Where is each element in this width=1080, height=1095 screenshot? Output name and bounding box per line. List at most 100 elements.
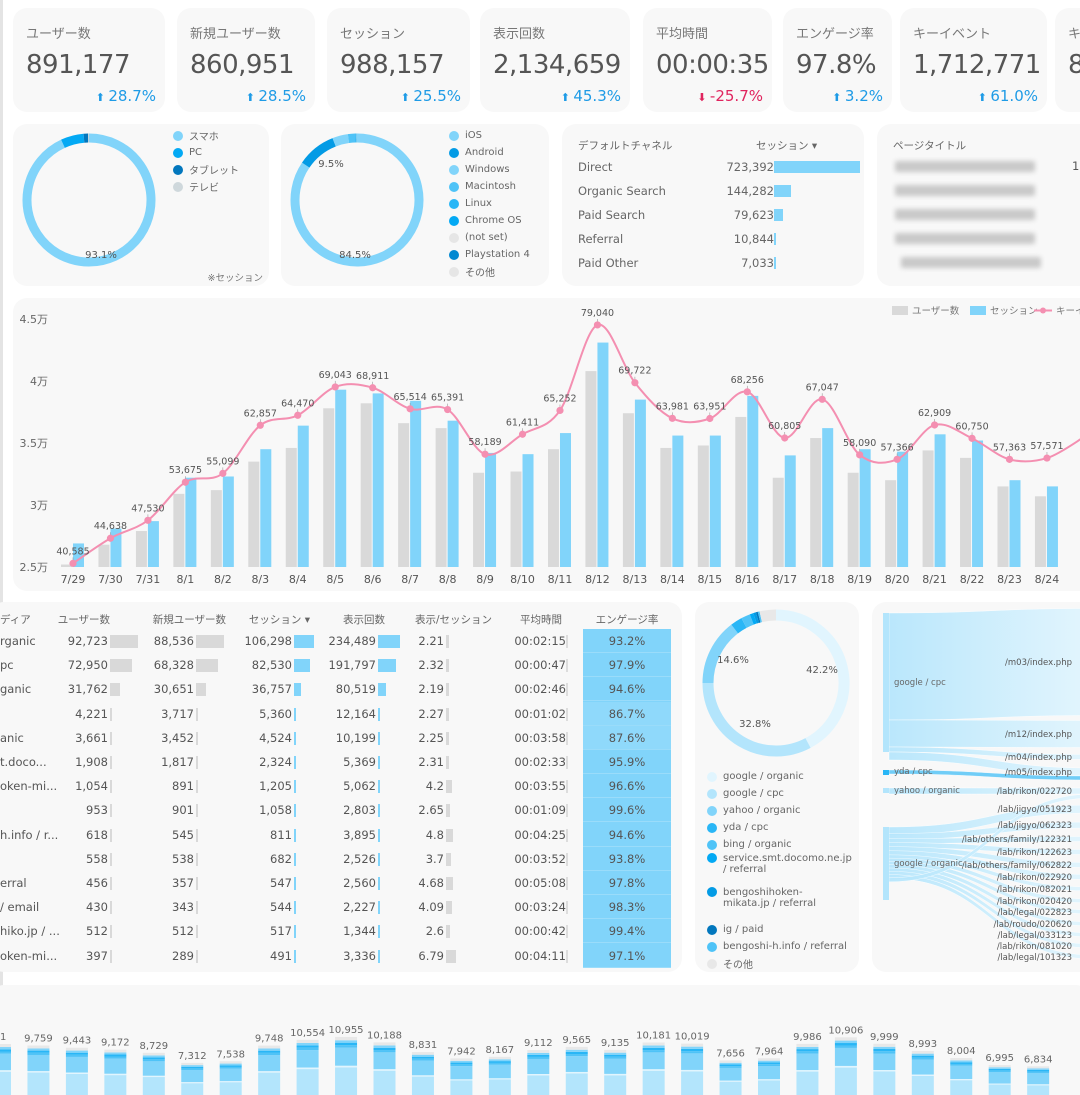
stacked-bar-segment[interactable] [873, 1047, 895, 1049]
stacked-bar-segment[interactable] [1027, 1070, 1049, 1072]
stacked-bar-segment[interactable] [412, 1055, 434, 1057]
stacked-bar-segment[interactable] [796, 1047, 818, 1049]
stacked-bar-segment[interactable] [181, 1068, 203, 1070]
stacked-bar-segment[interactable] [104, 1059, 126, 1074]
stacked-bar-segment[interactable] [412, 1059, 434, 1061]
legend-item[interactable]: bing / organic [707, 836, 847, 853]
stacked-bar-segment[interactable] [220, 1069, 242, 1081]
key-events-point[interactable] [968, 435, 975, 442]
legend-item[interactable]: Macintosh [449, 178, 530, 195]
stacked-bar-segment[interactable] [873, 1070, 895, 1071]
stacked-bar-segment[interactable] [335, 1037, 357, 1040]
sessions-bar[interactable] [672, 436, 683, 567]
legend-item[interactable]: google / organic [707, 768, 847, 785]
key-events-point[interactable] [706, 415, 713, 422]
stacked-bar[interactable] [873, 1044, 895, 1095]
stacked-bar-segment[interactable] [258, 1046, 280, 1049]
users-bar[interactable] [473, 473, 484, 567]
stacked-bar-segment[interactable] [66, 1053, 88, 1055]
sessions-bar[interactable] [260, 449, 271, 567]
stacked-bar-segment[interactable] [489, 1061, 511, 1063]
stacked-bar-segment[interactable] [412, 1061, 434, 1076]
stacked-bar-segment[interactable] [143, 1061, 165, 1075]
stacked-bar-segment[interactable] [0, 1072, 11, 1095]
key-events-point[interactable] [894, 456, 901, 463]
key-events-point[interactable] [669, 415, 676, 422]
donut-slice[interactable] [735, 623, 744, 629]
users-bar[interactable] [810, 438, 821, 567]
users-bar[interactable] [885, 480, 896, 567]
stacked-bar-segment[interactable] [335, 1048, 357, 1066]
stacked-bar-segment[interactable] [489, 1057, 511, 1059]
legend-item[interactable]: その他 [449, 263, 530, 280]
table-header[interactable]: ディア [0, 612, 31, 627]
stacked-bar-segment[interactable] [720, 1082, 742, 1095]
key-events-point[interactable] [332, 383, 339, 390]
legend-item[interactable]: Playstation 4 [449, 246, 530, 263]
sessions-bar[interactable] [597, 343, 608, 567]
stacked-bar-segment[interactable] [143, 1059, 165, 1061]
stacked-bar[interactable] [912, 1051, 934, 1095]
stacked-bar-segment[interactable] [258, 1048, 280, 1050]
stacked-bar-segment[interactable] [604, 1055, 626, 1057]
sankey-source-node[interactable] [883, 613, 889, 752]
key-events-point[interactable] [1043, 454, 1050, 461]
sessions-bar[interactable] [523, 454, 534, 567]
stacked-bar-segment[interactable] [835, 1041, 857, 1043]
stacked-bar-segment[interactable] [220, 1064, 242, 1066]
stacked-bar-chart[interactable]: 619,7599,4439,1728,7297,3127,5389,74810,… [0, 985, 1080, 1095]
stacked-bar-segment[interactable] [104, 1057, 126, 1059]
stacked-bar-segment[interactable] [566, 1056, 588, 1072]
stacked-bar-segment[interactable] [912, 1051, 934, 1054]
stacked-bar-segment[interactable] [412, 1057, 434, 1059]
stacked-bar[interactable] [0, 1044, 11, 1095]
key-events-point[interactable] [594, 321, 601, 328]
stacked-bar-segment[interactable] [104, 1052, 126, 1054]
stacked-bar[interactable] [604, 1050, 626, 1095]
table-header[interactable]: エンゲージ率 [583, 612, 671, 627]
key-events-point[interactable] [182, 479, 189, 486]
legend-item[interactable]: PC [173, 144, 239, 161]
users-bar[interactable] [960, 458, 971, 567]
key-events-point[interactable] [481, 451, 488, 458]
stacked-bar-segment[interactable] [873, 1054, 895, 1070]
stacked-bar-segment[interactable] [604, 1050, 626, 1053]
key-events-point[interactable] [819, 396, 826, 403]
stacked-bar-segment[interactable] [1027, 1085, 1049, 1095]
stacked-bar-segment[interactable] [258, 1055, 280, 1071]
stacked-bar-segment[interactable] [412, 1077, 434, 1095]
stacked-bar[interactable] [566, 1047, 588, 1095]
users-bar[interactable] [436, 428, 447, 567]
stacked-bar-segment[interactable] [181, 1082, 203, 1083]
legend-item[interactable]: (not set) [449, 229, 530, 246]
stacked-bar-segment[interactable] [758, 1061, 780, 1063]
stacked-bar-segment[interactable] [527, 1050, 549, 1053]
stacked-bar-segment[interactable] [450, 1063, 472, 1065]
sessions-bar[interactable] [1010, 480, 1021, 567]
donut-slice[interactable] [752, 618, 755, 619]
stacked-bar-segment[interactable] [374, 1071, 396, 1095]
users-bar[interactable] [773, 478, 784, 567]
stacked-bar-segment[interactable] [27, 1071, 49, 1072]
stacked-bar-segment[interactable] [27, 1045, 49, 1048]
stacked-bar-segment[interactable] [412, 1052, 434, 1055]
stacked-bar[interactable] [489, 1057, 511, 1095]
stacked-bar-segment[interactable] [835, 1068, 857, 1095]
users-bar[interactable] [511, 472, 522, 567]
legend-item[interactable]: Linux [449, 195, 530, 212]
stacked-bar-segment[interactable] [104, 1075, 126, 1095]
stacked-bar[interactable] [181, 1063, 203, 1095]
stacked-bar-segment[interactable] [0, 1044, 11, 1047]
sessions-bar[interactable] [335, 390, 346, 567]
donut-slice[interactable] [761, 615, 776, 617]
stacked-bar-segment[interactable] [720, 1064, 742, 1066]
